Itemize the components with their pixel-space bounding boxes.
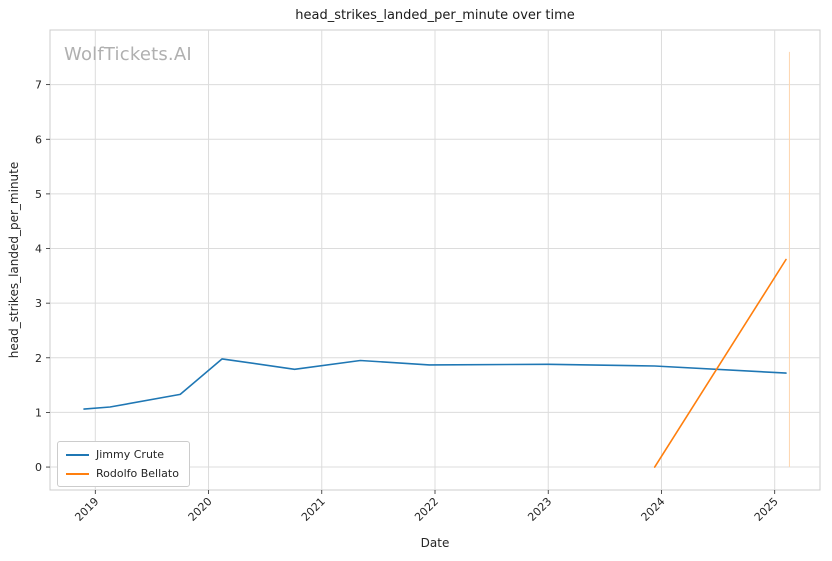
x-tick-label: 2020 [186,495,215,524]
y-tick-label: 1 [35,406,42,419]
legend: Jimmy Crute Rodolfo Bellato [57,441,190,487]
series-line-rodolfo-bellato [653,258,787,468]
x-tick-label: 2021 [299,495,328,524]
legend-label-rodolfo-bellato: Rodolfo Bellato [96,467,179,480]
x-tick-label: 2025 [752,495,781,524]
y-tick-label: 5 [35,188,42,201]
legend-line-rodolfo-bellato [66,472,89,475]
x-tick-label: 2023 [525,495,554,524]
watermark: WolfTickets.AI [64,44,192,65]
legend-label-jimmy-crute: Jimmy Crute [96,448,164,461]
y-tick-label: 2 [35,352,42,365]
x-tick-label: 2024 [639,495,668,524]
chart-title: head_strikes_landed_per_minute over time [295,8,575,23]
y-tick-label: 3 [35,297,42,310]
legend-item-rodolfo-bellato: Rodolfo Bellato [66,467,179,480]
y-tick-label: 6 [35,133,42,146]
y-tick-label: 7 [35,79,42,92]
y-tick-label: 4 [35,243,42,256]
y-axis-label: head_strikes_landed_per_minute [7,161,21,359]
x-tick-label: 2019 [72,495,101,524]
y-tick-label: 0 [35,461,42,474]
x-axis-label: Date [420,536,450,550]
x-tick-label: 2022 [412,495,441,524]
series-line-jimmy-crute [83,358,787,410]
legend-item-jimmy-crute: Jimmy Crute [66,448,179,461]
legend-line-jimmy-crute [66,453,89,456]
